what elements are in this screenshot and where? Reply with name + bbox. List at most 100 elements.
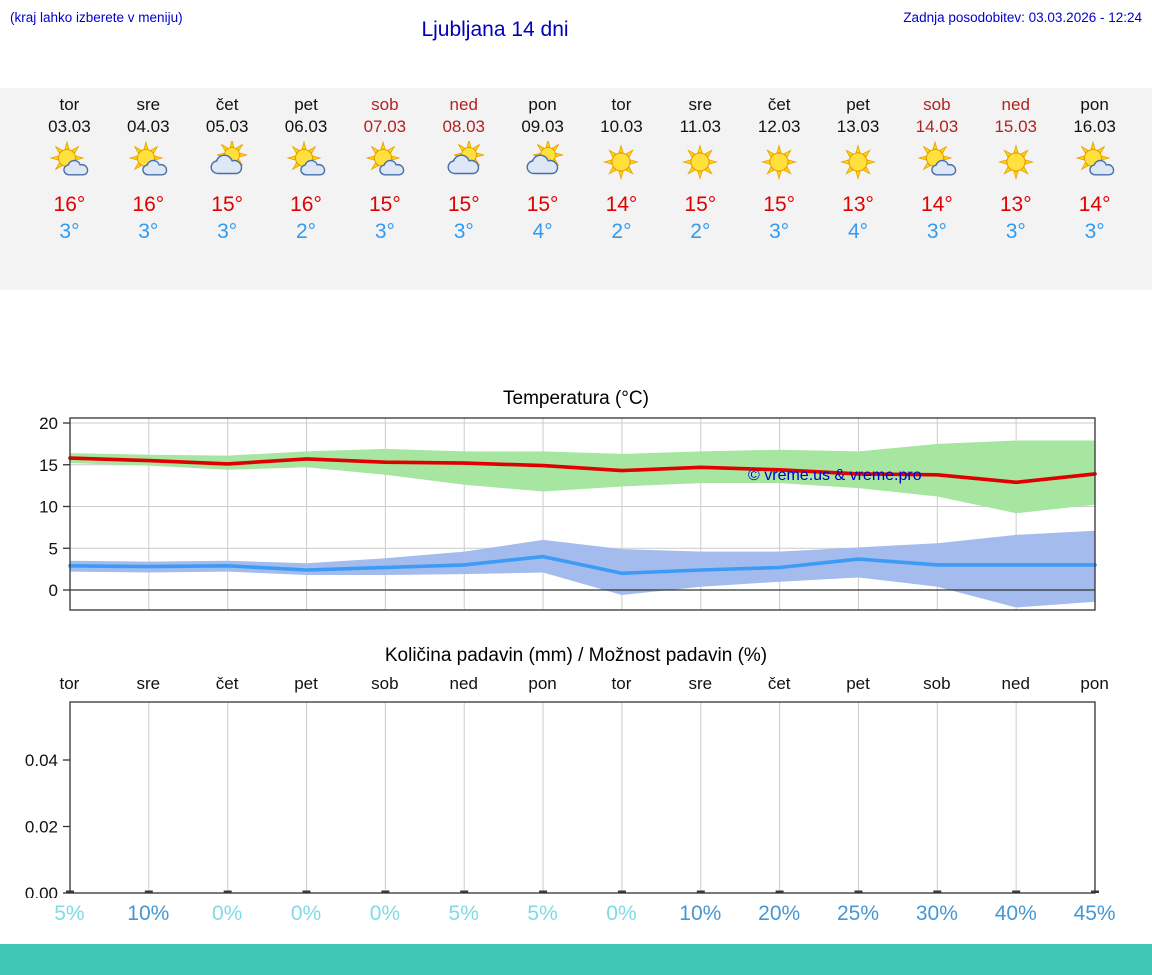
day-name: tor [59, 95, 80, 114]
day-date: 07.03 [363, 117, 407, 136]
watermark-link[interactable]: © vreme.us & vreme.pro [748, 467, 922, 484]
day-name: sre [688, 95, 713, 114]
precip-probability: 20% [758, 902, 801, 925]
temperature-chart: 0 5 10 15 20 [39, 414, 1097, 611]
day-low-temp: 4° [847, 220, 869, 243]
forecast-day-03.03: tor 03.03 16° 3° [30, 94, 109, 245]
svg-text:10: 10 [39, 498, 58, 517]
precip-probability-row: 5% 10% 0% 0% 0% 5% 5% 0% 10% 20% 25% 30% 40% 45% [30, 902, 1134, 926]
precipitation-chart: 0.00 0.02 0.04 [25, 701, 1099, 898]
page-title: Ljubljana 14 dni [421, 18, 569, 41]
sun-small-cloud-icon [109, 140, 188, 185]
day-name: čet [215, 95, 239, 114]
precip-probability: 40% [994, 902, 1037, 925]
day-date: 12.03 [757, 117, 801, 136]
precip-day-label: sre [136, 674, 161, 693]
day-name: pet [294, 95, 318, 114]
day-high-temp: 16° [132, 193, 165, 216]
day-date: 15.03 [994, 117, 1038, 136]
day-low-temp: 3° [1005, 220, 1026, 243]
precip-day-label: sob [371, 674, 399, 693]
day-low-temp: 3° [926, 220, 947, 243]
forecast-row: tor 03.03 16° 3° sre 04.03 16° 3° čet 05.03 15° 3° p… [30, 94, 1134, 245]
precip-probability: 5% [448, 902, 479, 925]
day-date: 10.03 [600, 117, 643, 136]
precip-day-label: pet [294, 674, 318, 693]
day-name: pon [1080, 95, 1109, 114]
location-hint[interactable]: (kraj lahko izberete v meniju) [10, 10, 183, 25]
precip-day-label: pet [846, 674, 870, 693]
precip-probability: 5% [527, 902, 558, 925]
precip-day-label: pon [528, 674, 557, 693]
precip-probability: 5% [54, 902, 85, 925]
svg-text:5: 5 [49, 539, 58, 558]
svg-text:0: 0 [49, 581, 58, 600]
day-high-temp: 14° [1078, 193, 1111, 216]
day-high-temp: 15° [684, 193, 717, 216]
precip-probability: 0% [211, 902, 243, 925]
precip-probability: 25% [837, 902, 880, 925]
svg-text:0.04: 0.04 [25, 751, 58, 770]
forecast-day-12.03: čet 12.03 15° 3° [740, 94, 819, 245]
day-high-temp: 13° [999, 193, 1032, 216]
day-high-temp: 14° [921, 193, 953, 216]
forecast-day-16.03: pon 16.03 14° 3° [1055, 94, 1134, 245]
forecast-day-13.03: pet 13.03 13° 4° [819, 94, 898, 245]
precip-day-label: čet [767, 674, 791, 693]
precip-probability: 10% [679, 902, 722, 925]
day-low-temp: 3° [769, 220, 790, 243]
last-update: Zadnja posodobitev: 03.03.2026 - 12:24 [903, 10, 1142, 25]
precip-day-label: pon [1080, 674, 1109, 693]
precip-probability: 0% [369, 902, 401, 925]
forecast-day-07.03: sob 07.03 15° 3° [345, 94, 424, 245]
day-date: 13.03 [836, 117, 880, 136]
day-high-temp: 14° [605, 193, 638, 216]
day-low-temp: 3° [453, 220, 474, 243]
sun-icon [819, 141, 898, 185]
precip-probability: 30% [915, 902, 958, 925]
temp-chart-title: Temperatura (°C) [503, 388, 649, 409]
day-name: sob [923, 95, 951, 114]
day-high-temp: 15° [763, 193, 796, 216]
sun-icon [661, 141, 740, 185]
day-date: 09.03 [521, 117, 564, 136]
day-date: 11.03 [679, 117, 721, 136]
svg-text:0.00: 0.00 [25, 884, 58, 898]
day-low-temp: 3° [217, 220, 238, 243]
forecast-day-04.03: sre 04.03 16° 3° [109, 94, 188, 245]
day-low-temp: 2° [295, 220, 317, 243]
day-low-temp: 2° [690, 220, 711, 243]
day-name: tor [611, 95, 632, 114]
cloud-sun-icon [503, 139, 582, 185]
precip-day-label: ned [449, 674, 478, 693]
day-low-temp: 2° [611, 220, 632, 243]
svg-text:20: 20 [39, 414, 58, 433]
sun-small-cloud-icon [897, 140, 976, 185]
forecast-day-05.03: čet 05.03 15° 3° [188, 94, 267, 245]
sun-small-cloud-icon [345, 140, 424, 185]
day-high-temp: 16° [53, 193, 86, 216]
day-name: pet [846, 95, 870, 114]
precip-probability: 45% [1073, 902, 1116, 925]
forecast-strip: tor 03.03 16° 3° sre 04.03 16° 3° čet 05.03 15° 3° p… [0, 88, 1152, 290]
day-low-temp: 3° [374, 220, 395, 243]
day-date: 16.03 [1073, 117, 1116, 136]
day-low-temp: 3° [1084, 220, 1105, 243]
forecast-day-06.03: pet 06.03 16° 2° [267, 94, 346, 245]
day-name: sob [371, 95, 399, 114]
sun-icon [976, 141, 1055, 185]
precip-probability: 10% [127, 902, 170, 925]
sun-small-cloud-icon [1055, 140, 1134, 185]
sun-icon [582, 141, 661, 185]
precip-day-label: sob [923, 674, 951, 693]
day-high-temp: 15° [211, 193, 244, 216]
cloud-sun-icon [424, 139, 503, 185]
day-date: 05.03 [205, 117, 249, 136]
precip-day-label: tor [59, 674, 80, 693]
day-name: pon [528, 95, 557, 114]
cloud-sun-icon [188, 139, 267, 185]
day-name: ned [449, 95, 478, 114]
precip-day-label: sre [688, 674, 713, 693]
day-high-temp: 15° [526, 193, 559, 216]
